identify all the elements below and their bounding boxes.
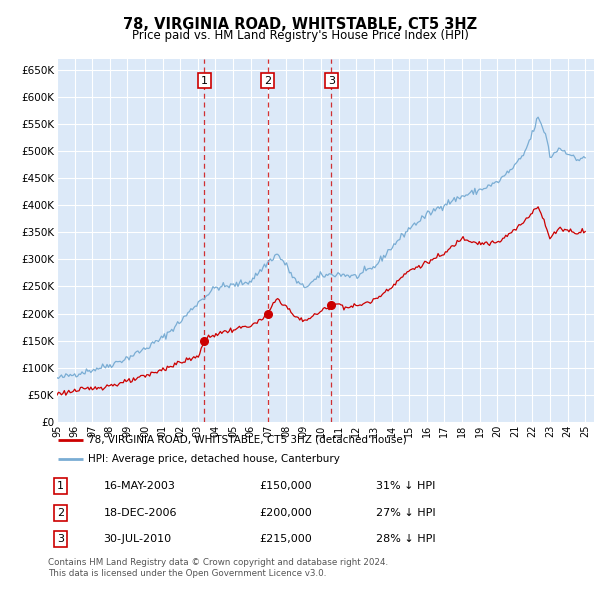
Text: 78, VIRGINIA ROAD, WHITSTABLE, CT5 3HZ: 78, VIRGINIA ROAD, WHITSTABLE, CT5 3HZ — [123, 17, 477, 31]
Text: 2: 2 — [264, 76, 271, 86]
Text: £200,000: £200,000 — [260, 507, 313, 517]
Text: 1: 1 — [57, 481, 64, 491]
Text: HPI: Average price, detached house, Canterbury: HPI: Average price, detached house, Cant… — [88, 454, 340, 464]
Text: 78, VIRGINIA ROAD, WHITSTABLE, CT5 3HZ (detached house): 78, VIRGINIA ROAD, WHITSTABLE, CT5 3HZ (… — [88, 435, 407, 445]
Text: 18-DEC-2006: 18-DEC-2006 — [103, 507, 177, 517]
Text: 27% ↓ HPI: 27% ↓ HPI — [376, 507, 435, 517]
Text: £215,000: £215,000 — [260, 534, 313, 544]
Text: 1: 1 — [201, 76, 208, 86]
Text: £150,000: £150,000 — [260, 481, 313, 491]
Text: 3: 3 — [57, 534, 64, 544]
Text: 28% ↓ HPI: 28% ↓ HPI — [376, 534, 435, 544]
Text: 16-MAY-2003: 16-MAY-2003 — [103, 481, 175, 491]
Text: 31% ↓ HPI: 31% ↓ HPI — [376, 481, 435, 491]
Text: Price paid vs. HM Land Registry's House Price Index (HPI): Price paid vs. HM Land Registry's House … — [131, 30, 469, 42]
Text: This data is licensed under the Open Government Licence v3.0.: This data is licensed under the Open Gov… — [48, 569, 326, 578]
Text: 30-JUL-2010: 30-JUL-2010 — [103, 534, 172, 544]
Text: 2: 2 — [57, 507, 64, 517]
Text: Contains HM Land Registry data © Crown copyright and database right 2024.: Contains HM Land Registry data © Crown c… — [48, 558, 388, 566]
Text: 3: 3 — [328, 76, 335, 86]
